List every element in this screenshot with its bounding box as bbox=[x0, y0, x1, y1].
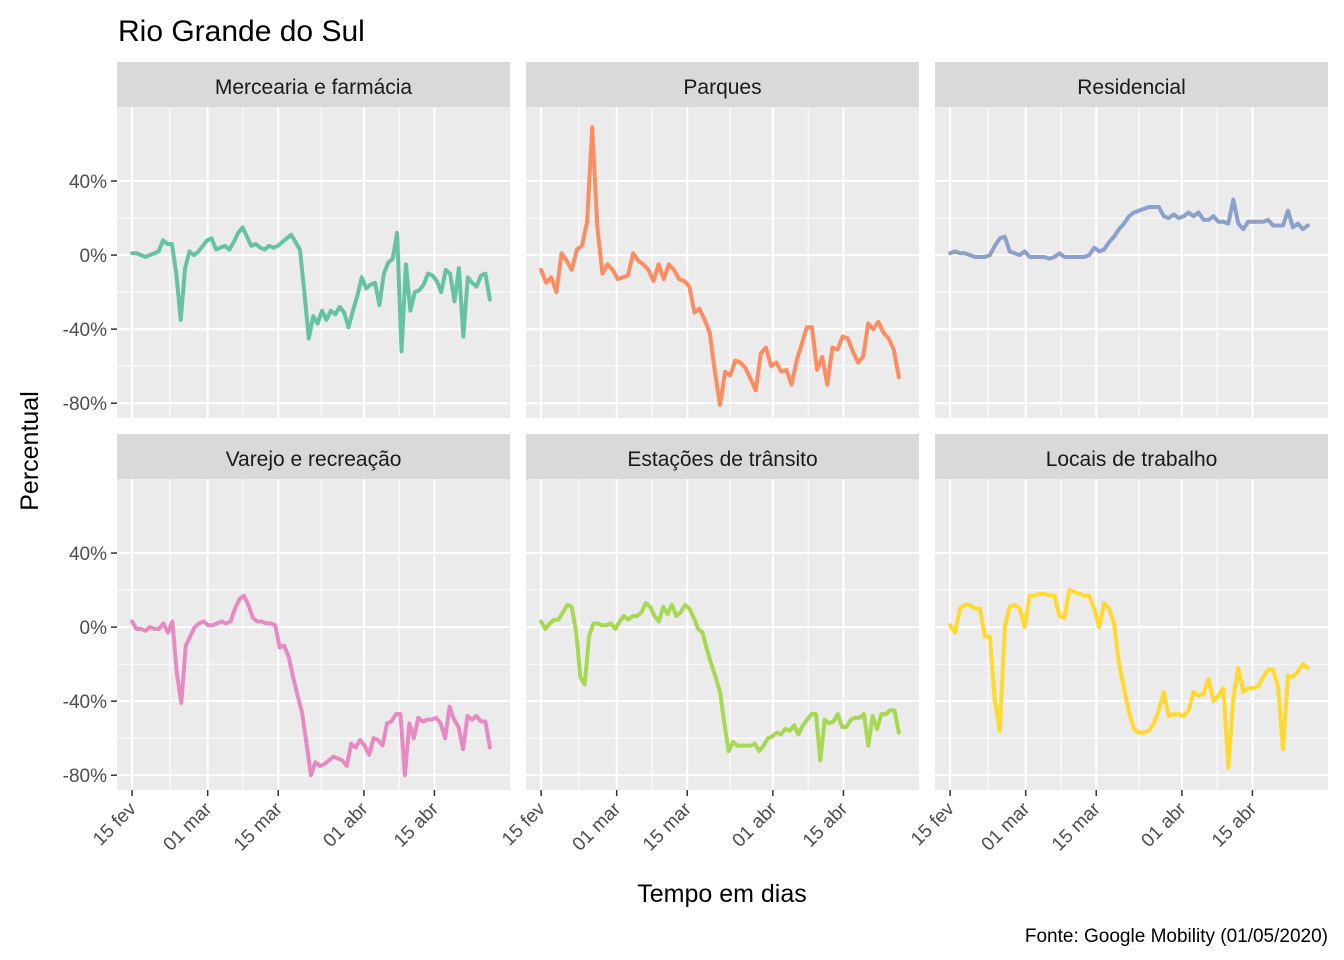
facet-strip-label: Parques bbox=[683, 76, 761, 99]
x-axis: 15 fev 01 mar 15 mar 01 abr 15 abr 15 fev 01 m… bbox=[89, 790, 1261, 855]
series-line bbox=[539, 125, 901, 408]
x-tick-label: 15 fev bbox=[89, 798, 141, 850]
y-tick-label: 40% bbox=[69, 544, 107, 565]
panel-background bbox=[935, 479, 1328, 790]
facet-strip-label: Locais de trabalho bbox=[1046, 448, 1218, 471]
chart-title: Rio Grande do Sul bbox=[118, 15, 365, 48]
facet-strip bbox=[935, 434, 1328, 479]
x-tick-label: 01 mar bbox=[569, 798, 626, 855]
x-tick-label: 15 abr bbox=[1208, 798, 1261, 851]
y-tick-label: -40% bbox=[63, 320, 107, 341]
facet-strip bbox=[117, 434, 510, 479]
series-line bbox=[539, 601, 901, 763]
facet-strip bbox=[526, 434, 919, 479]
facet-strip bbox=[117, 62, 510, 107]
facet-strip-label: Estações de trânsito bbox=[627, 448, 817, 471]
facet-strip-label: Varejo e recreação bbox=[226, 448, 402, 471]
facet-panel: Mercearia e farmácia bbox=[117, 62, 510, 418]
facet-panel: Parques bbox=[526, 62, 919, 418]
series-line bbox=[948, 588, 1310, 770]
panel-background bbox=[526, 479, 919, 790]
chart-caption: Fonte: Google Mobility (01/05/2020) bbox=[1025, 926, 1328, 947]
series-line bbox=[948, 197, 1310, 261]
x-tick-label: 01 abr bbox=[1137, 798, 1190, 851]
facet-panels: Mercearia e farmácia Parques Residencial Va… bbox=[117, 62, 1328, 790]
series-line bbox=[130, 225, 492, 354]
x-tick-label: 01 mar bbox=[160, 798, 217, 855]
x-axis-title: Tempo em dias bbox=[637, 880, 807, 908]
x-tick-label: 15 fev bbox=[907, 798, 959, 850]
x-tick-label: 15 abr bbox=[799, 798, 852, 851]
x-tick-label: 15 mar bbox=[1048, 798, 1105, 855]
panel-background bbox=[935, 107, 1328, 418]
facet-panel: Residencial bbox=[935, 62, 1328, 418]
y-tick-label: 0% bbox=[80, 618, 108, 639]
facet-panel: Locais de trabalho bbox=[935, 434, 1328, 790]
facet-strip-label: Residencial bbox=[1077, 76, 1186, 99]
x-tick-label: 15 mar bbox=[639, 798, 696, 855]
facet-panel: Varejo e recreação bbox=[117, 434, 510, 790]
y-axis-title: Percentual bbox=[16, 391, 44, 511]
series-line bbox=[130, 593, 492, 778]
panel-background bbox=[526, 107, 919, 418]
x-tick-label: 01 abr bbox=[728, 798, 781, 851]
y-tick-label: -80% bbox=[63, 766, 107, 787]
y-axis: 40% 0% -40% -80% 40% 0% -40% -80% bbox=[63, 172, 117, 787]
facet-strip bbox=[935, 62, 1328, 107]
facet-strip bbox=[526, 62, 919, 107]
y-tick-label: -80% bbox=[63, 394, 107, 415]
x-tick-label: 15 fev bbox=[498, 798, 550, 850]
x-tick-label: 15 abr bbox=[390, 798, 443, 851]
facet-panel: Estações de trânsito bbox=[526, 434, 919, 790]
x-tick-label: 01 mar bbox=[978, 798, 1035, 855]
x-tick-label: 01 abr bbox=[319, 798, 372, 851]
y-tick-label: 40% bbox=[69, 172, 107, 193]
facet-strip-label: Mercearia e farmácia bbox=[215, 76, 413, 99]
y-tick-label: -40% bbox=[63, 692, 107, 713]
panel-background bbox=[117, 479, 510, 790]
y-tick-label: 0% bbox=[80, 246, 108, 267]
x-tick-label: 15 mar bbox=[230, 798, 287, 855]
